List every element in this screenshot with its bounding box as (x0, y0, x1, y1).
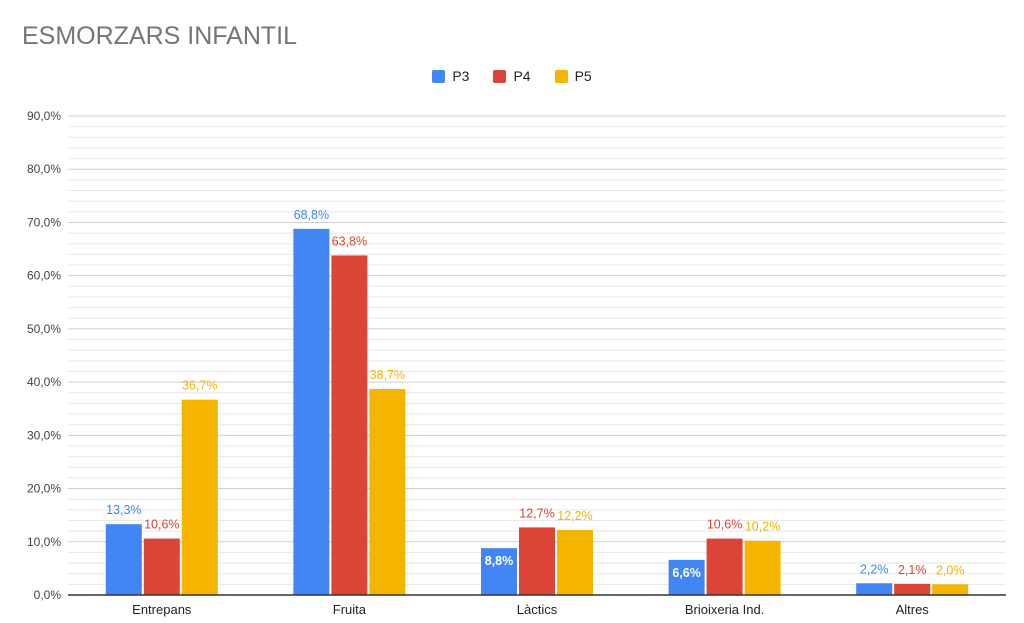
y-tick-label: 80,0% (27, 162, 61, 176)
data-label: 12,2% (557, 509, 592, 523)
bar-p3-2 (481, 548, 517, 595)
bar-p5-4 (932, 584, 969, 595)
data-label: 8,8% (485, 554, 514, 568)
y-tick-label: 50,0% (27, 322, 61, 336)
bar-p4-0 (143, 538, 180, 595)
data-label: 12,7% (519, 506, 554, 520)
bar-p5-3 (744, 540, 781, 595)
y-tick-label: 30,0% (27, 428, 61, 442)
x-tick-label: Làctics (517, 602, 558, 617)
legend-label: P4 (513, 68, 531, 84)
data-label: 38,7% (370, 368, 405, 382)
bar-p3-4 (856, 583, 893, 595)
legend-label: P5 (574, 68, 592, 84)
legend-swatch (554, 69, 568, 83)
y-tick-label: 70,0% (27, 215, 61, 229)
bar-p3-1 (293, 228, 330, 595)
y-tick-label: 40,0% (27, 375, 61, 389)
data-label: 2,2% (860, 562, 889, 576)
data-label: 2,0% (936, 563, 965, 577)
bar-p3-0 (105, 524, 142, 595)
data-label: 2,1% (898, 563, 927, 577)
data-label: 6,6% (672, 566, 701, 580)
y-tick-label: 90,0% (27, 109, 61, 123)
x-tick-label: Fruita (333, 602, 367, 617)
y-tick-label: 0,0% (34, 588, 62, 602)
legend-item-p4[interactable]: P4 (493, 68, 531, 84)
data-label: 10,6% (707, 518, 742, 532)
data-label: 13,3% (106, 503, 141, 517)
y-tick-label: 20,0% (27, 482, 61, 496)
y-tick-label: 10,0% (27, 535, 61, 549)
bar-p5-1 (369, 389, 406, 595)
legend-label: P3 (452, 68, 470, 84)
bar-p5-2 (557, 530, 593, 595)
data-label: 10,6% (144, 518, 179, 532)
bar-p4-2 (519, 527, 555, 595)
legend-item-p3[interactable]: P3 (432, 68, 469, 84)
y-tick-label: 60,0% (27, 269, 61, 283)
legend-swatch (493, 69, 507, 83)
data-label: 63,8% (332, 234, 367, 248)
bar-p4-3 (706, 538, 743, 595)
legend-item-p5[interactable]: P5 (554, 68, 592, 84)
legend-swatch (432, 69, 446, 83)
data-label: 10,2% (745, 520, 780, 534)
bar-p4-4 (894, 583, 931, 595)
data-label: 36,7% (182, 379, 217, 393)
x-tick-label: Entrepans (132, 602, 192, 617)
legend: P3 P4 P5 (0, 68, 1024, 84)
data-label: 68,8% (294, 208, 329, 222)
bar-p3-3 (668, 559, 705, 595)
x-tick-label: Altres (896, 602, 930, 617)
bar-p5-0 (181, 399, 218, 595)
x-tick-label: Brioixeria Ind. (685, 602, 764, 617)
chart-title: ESMORZARS INFANTIL (22, 22, 298, 50)
bar-p4-1 (331, 255, 368, 596)
